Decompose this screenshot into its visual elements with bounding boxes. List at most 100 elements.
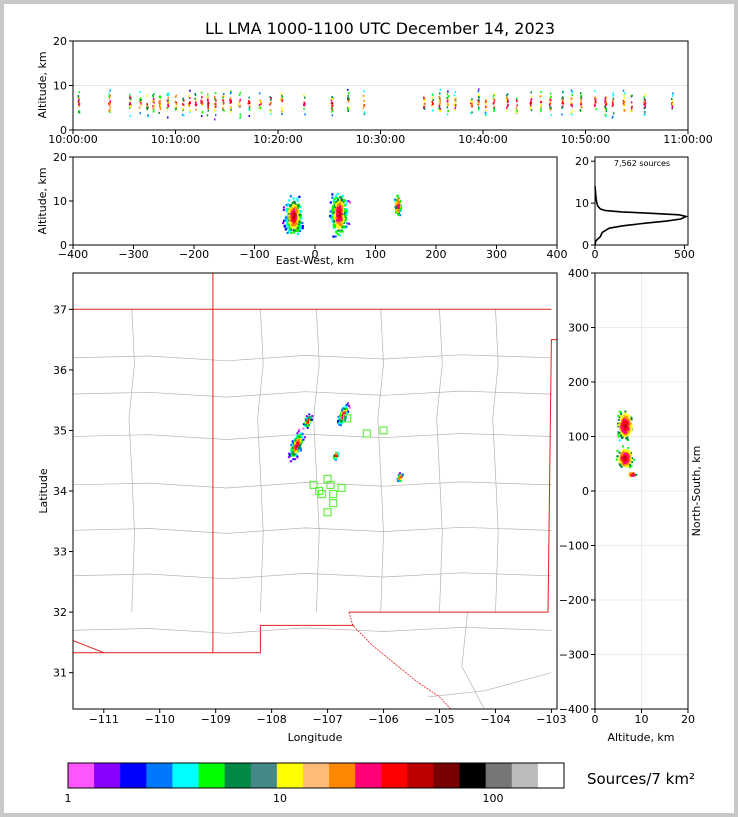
source-point (454, 97, 457, 100)
source-point (296, 232, 300, 235)
source-point (238, 104, 241, 107)
source-point (284, 216, 287, 219)
source-point (580, 97, 582, 100)
source-point (338, 206, 342, 209)
source-point (477, 90, 480, 93)
source-point (206, 98, 209, 101)
source-point (617, 424, 620, 427)
source-point (298, 445, 301, 448)
source-point (671, 102, 674, 105)
source-point (550, 113, 552, 116)
ns-tick-label: 0 (582, 485, 589, 498)
source-point (290, 228, 293, 231)
source-point (291, 217, 294, 221)
source-point (229, 106, 232, 109)
source-point (108, 109, 110, 112)
source-point (285, 210, 288, 213)
source-point (628, 451, 631, 454)
altitude-ns-panel: 0 10 20 400 300 200 100 0 −100 −200 −300 −400 North… (559, 267, 703, 744)
source-point (288, 229, 291, 232)
source-point (293, 438, 296, 441)
source-point (623, 432, 626, 435)
source-point (540, 110, 542, 113)
source-point (293, 200, 296, 203)
source-point (78, 96, 81, 99)
source-point (571, 105, 574, 108)
source-point (139, 112, 141, 115)
source-point (628, 450, 631, 453)
source-point (291, 452, 294, 455)
source-point (622, 430, 625, 433)
source-point (623, 456, 626, 459)
source-point (644, 93, 646, 96)
source-point (299, 432, 302, 435)
source-point (307, 416, 310, 419)
source-point (304, 96, 306, 99)
source-point (294, 458, 297, 461)
source-point (623, 428, 626, 431)
source-point (290, 231, 293, 235)
source-point (340, 411, 343, 414)
source-point (623, 94, 626, 97)
source-point (628, 458, 631, 461)
source-point (396, 477, 399, 480)
source-point (626, 450, 629, 453)
source-point (239, 91, 242, 94)
source-point (282, 206, 286, 209)
source-point (620, 457, 623, 460)
source-point (329, 201, 332, 204)
source-point (330, 217, 333, 220)
county-line (73, 526, 552, 534)
source-point (147, 114, 149, 117)
source-point (580, 94, 582, 97)
source-point (77, 96, 80, 99)
source-point (493, 93, 495, 96)
county-line (73, 572, 552, 580)
source-point (292, 197, 295, 200)
source-point (548, 97, 551, 100)
source-point (618, 410, 621, 413)
source-point (285, 223, 289, 226)
source-point (624, 412, 627, 415)
ew-tick-label: 400 (547, 248, 568, 261)
source-point (166, 99, 169, 102)
source-point (294, 442, 297, 445)
source-point (348, 406, 351, 409)
source-point (214, 97, 216, 100)
ns-tick-label: 300 (568, 322, 589, 335)
source-point (280, 108, 283, 111)
source-point (290, 444, 293, 447)
source-point (348, 99, 350, 102)
latitude-tick-label: 37 (53, 303, 67, 316)
source-point (270, 101, 272, 104)
source-point (229, 101, 232, 104)
source-point (152, 107, 154, 110)
source-point (623, 454, 626, 457)
colorbar-label: Sources/7 km² (587, 770, 695, 788)
ns-tick-label: 200 (568, 376, 589, 389)
source-point (619, 453, 622, 456)
source-point (200, 91, 203, 94)
source-point (348, 106, 350, 109)
altitude-ns-sources (615, 410, 638, 478)
source-point (297, 203, 300, 206)
source-point (623, 415, 626, 418)
source-point (623, 425, 626, 428)
source-point (516, 97, 518, 100)
source-point (346, 411, 349, 414)
source-point (194, 97, 196, 100)
source-point (78, 111, 80, 114)
time-tick-label: 10:30:00 (356, 133, 405, 146)
source-point (215, 105, 217, 108)
source-point (398, 214, 402, 217)
source-point (446, 106, 449, 109)
source-point (507, 100, 509, 103)
source-point (423, 107, 426, 110)
source-point (397, 205, 400, 208)
source-point (146, 94, 148, 97)
source-point (291, 220, 295, 223)
colorbar-cell (537, 763, 565, 788)
source-point (605, 115, 607, 118)
source-point (332, 235, 335, 238)
latitude-tick-label: 36 (53, 364, 67, 377)
